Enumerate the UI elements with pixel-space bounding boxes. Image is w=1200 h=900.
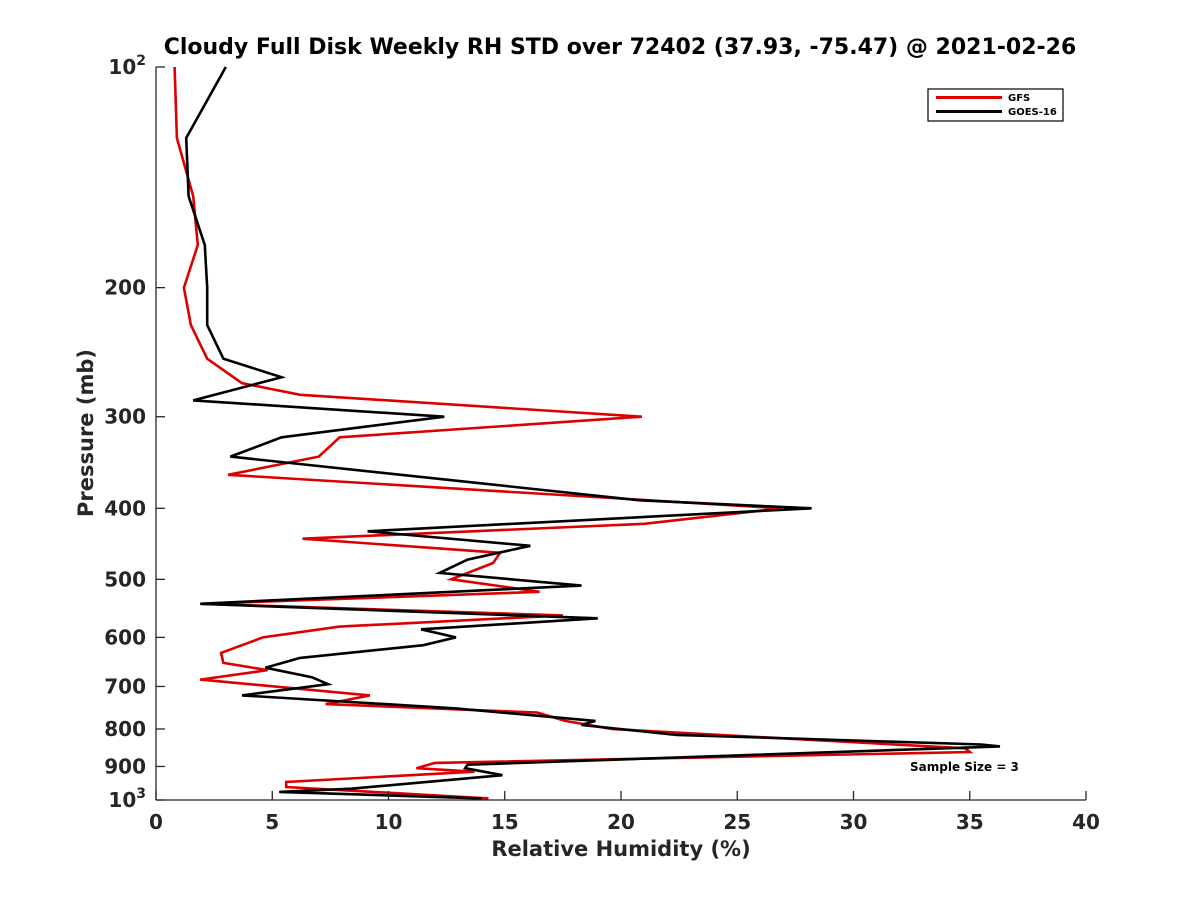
- legend-label-goes16: GOES-16: [1008, 107, 1057, 118]
- y-axis-label: Pressure (mb): [74, 349, 98, 517]
- x-tick-label: 10: [375, 810, 403, 834]
- x-tick-label: 25: [723, 810, 751, 834]
- x-ticks: 0 5 10 15 20 25 30 35 40: [149, 791, 1100, 834]
- y-ticks: 102 200 300 400 500 600 700 800 900 103: [104, 53, 165, 812]
- x-tick-label: 0: [149, 810, 163, 834]
- legend: GFS GOES-16: [927, 88, 1064, 122]
- legend-box: [927, 88, 1064, 122]
- x-tick-label: 15: [491, 810, 519, 834]
- y-tick-label: 103: [108, 786, 146, 812]
- y-tick-label: 400: [104, 496, 146, 520]
- y-tick-label: 102: [108, 53, 146, 79]
- x-tick-label: 5: [265, 810, 279, 834]
- y-tick-label: 800: [104, 717, 146, 741]
- x-tick-label: 30: [840, 810, 868, 834]
- y-tick-label: 900: [104, 754, 146, 778]
- plot-area: 0 5 10 15 20 25 30 35 40 102 200 300 400 500 600 700 80…: [104, 53, 1100, 834]
- chart-title: Cloudy Full Disk Weekly RH STD over 7240…: [164, 35, 1077, 60]
- series-layer: [173, 66, 1001, 800]
- legend-label-gfs: GFS: [1008, 93, 1030, 104]
- y-tick-label: 500: [104, 567, 146, 591]
- series-line-goes16: [184, 66, 1001, 800]
- x-tick-label: 35: [956, 810, 984, 834]
- sample-size-annotation: Sample Size = 3: [910, 760, 1019, 774]
- axes-background: [156, 67, 1086, 800]
- y-tick-label: 200: [104, 276, 146, 300]
- y-tick-label: 700: [104, 674, 146, 698]
- x-tick-label: 40: [1072, 810, 1100, 834]
- x-axis-label: Relative Humidity (%): [491, 837, 750, 861]
- y-tick-label: 600: [104, 625, 146, 649]
- x-tick-label: 20: [607, 810, 635, 834]
- y-tick-label: 300: [104, 405, 146, 429]
